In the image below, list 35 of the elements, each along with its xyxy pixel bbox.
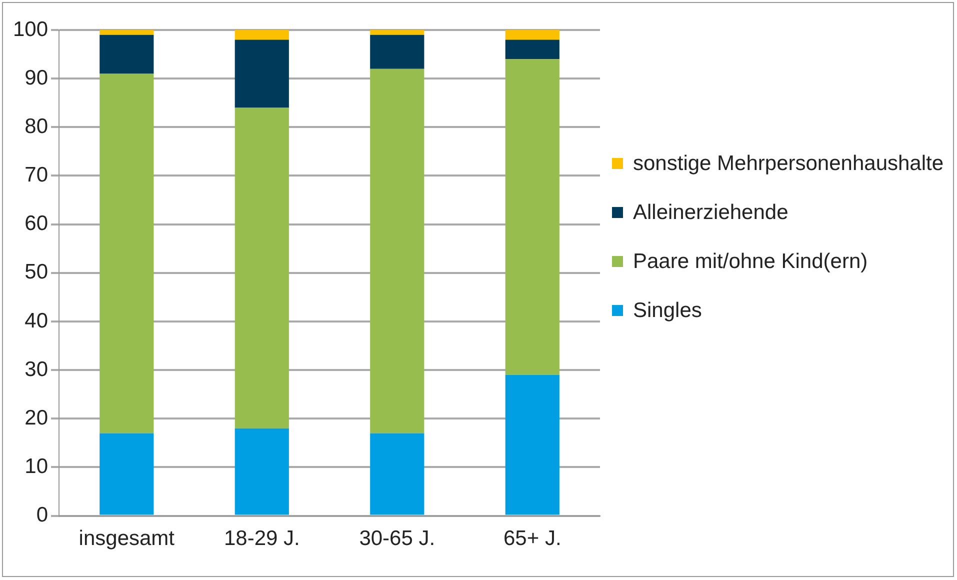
y-tick-label: 30	[24, 358, 48, 381]
bar	[370, 433, 424, 515]
legend-label: sonstige Mehrpersonenhaushalte	[633, 151, 944, 177]
bar	[100, 433, 154, 515]
x-tick-label: 65+ J.	[503, 527, 562, 550]
bar	[505, 374, 560, 515]
bar	[234, 30, 289, 40]
legend-label: Paare mit/ohne Kind(ern)	[633, 249, 868, 275]
y-tick-label: 60	[24, 212, 48, 236]
x-tick-label: 18-29 J.	[224, 527, 300, 550]
y-tick-label: 40	[24, 309, 48, 332]
bar	[100, 34, 154, 74]
bar	[234, 108, 289, 428]
y-tick-label: 0	[36, 504, 48, 527]
x-tick-label: insgesamt	[78, 527, 175, 550]
y-tick-label: 100	[12, 18, 48, 41]
bar	[505, 30, 560, 40]
bar	[100, 30, 154, 35]
bar	[234, 40, 289, 108]
x-tick-label: 30-65 J.	[359, 527, 436, 550]
legend-label: Alleinerziehende	[633, 200, 788, 226]
y-tick-label: 80	[24, 114, 48, 138]
y-tick-label: 50	[24, 260, 48, 284]
bar	[370, 68, 424, 434]
bar	[505, 59, 560, 375]
y-tick-label: 10	[24, 455, 48, 478]
bar	[234, 428, 289, 515]
legend-label: Singles	[633, 298, 702, 324]
bar	[505, 40, 560, 60]
bar	[100, 74, 154, 434]
y-tick-label: 70	[24, 164, 48, 187]
bar	[370, 34, 424, 69]
y-tick-label: 90	[24, 66, 48, 90]
y-tick-label: 20	[24, 406, 48, 430]
bar	[370, 30, 424, 35]
